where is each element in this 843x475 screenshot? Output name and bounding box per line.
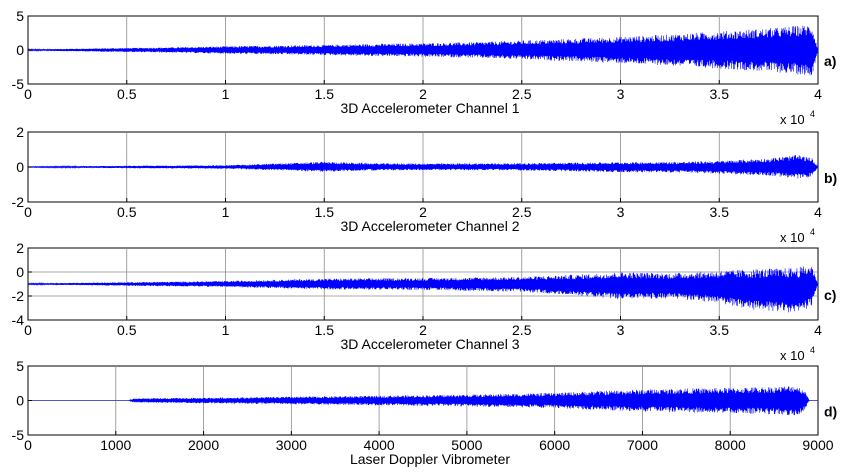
panel-label: b) (824, 170, 837, 186)
x-tick-label: 0 (24, 204, 32, 220)
x-multiplier-exponent: 4 (810, 109, 815, 119)
y-tick-label: 2 (16, 240, 24, 256)
panel-label: a) (824, 53, 836, 69)
x-tick-label: 2 (419, 204, 427, 220)
x-tick-label: 7000 (627, 437, 658, 453)
x-multiplier: x 10 4 (780, 227, 815, 245)
x-tick-label: 3.5 (710, 322, 730, 338)
x-tick-label: 6000 (539, 437, 570, 453)
x-tick-label: 0 (24, 86, 32, 102)
x-tick-label: 3000 (276, 437, 307, 453)
y-tick-labels: -4 -2 0 2 (12, 240, 32, 328)
y-tick-labels: -2 0 2 (12, 124, 32, 210)
y-tick-label: -2 (12, 194, 25, 210)
x-tick-label: 1.5 (315, 86, 335, 102)
x-tick-labels: 0 0.5 1 1.5 2 2.5 3 3.5 4 (24, 80, 822, 102)
x-tick-label: 1.5 (315, 322, 335, 338)
x-tick-labels: 0 0.5 1 1.5 2 2.5 3 3.5 4 (24, 198, 822, 220)
x-tick-label: 1 (222, 322, 230, 338)
y-tick-label: 0 (16, 393, 24, 409)
signal-series (27, 155, 819, 179)
x-tick-labels: 0 0.5 1 1.5 2 2.5 3 3.5 4 (24, 316, 822, 338)
x-tick-label: 1 (222, 204, 230, 220)
x-tick-label: 0 (24, 437, 32, 453)
signal-series (28, 386, 818, 416)
panel-a: 0 0.5 1 1.5 2 2.5 3 3.5 4 -505 3D Accelerometer … (12, 8, 837, 127)
x-tick-label: 4 (814, 204, 822, 220)
x-tick-label: 0.5 (117, 204, 137, 220)
x-tick-label: 5000 (451, 437, 482, 453)
x-tick-label: 2.5 (512, 86, 532, 102)
x-tick-label: 3 (617, 204, 625, 220)
x-tick-label: 2 (419, 86, 427, 102)
x-tick-label: 9000 (802, 437, 833, 453)
x-tick-label: 3.5 (710, 86, 730, 102)
x-tick-label: 2.5 (512, 322, 532, 338)
x-axis-label: 3D Accelerometer Channel 1 (341, 100, 520, 116)
x-multiplier-exponent: 4 (810, 227, 815, 237)
x-tick-label: 1000 (100, 437, 131, 453)
x-tick-label: 3.5 (710, 204, 730, 220)
signal-series (27, 25, 819, 76)
y-tick-labels: -5 0 5 (12, 358, 32, 443)
x-axis-label: 3D Accelerometer Channel 2 (341, 218, 520, 234)
y-tick-label: 0 (16, 42, 24, 58)
x-tick-label: 2000 (188, 437, 219, 453)
y-tick-labels: -5 0 5 (12, 8, 32, 92)
y-tick-label: 0 (16, 264, 24, 280)
y-tick-label: 5 (16, 358, 24, 374)
x-tick-label: 2.5 (512, 204, 532, 220)
x-axis-label: Laser Doppler Vibrometer (350, 451, 510, 467)
y-tick-label: -2 (12, 288, 25, 304)
x-tick-label: 4000 (364, 437, 395, 453)
panel-label: c) (824, 287, 836, 303)
x-axis-label: 3D Accelerometer Channel 3 (341, 336, 520, 352)
x-tick-label: 1.5 (315, 204, 335, 220)
panel-label: d) (824, 404, 837, 420)
x-multiplier-base: x 10 (780, 348, 805, 363)
y-tick-label: -4 (12, 312, 25, 328)
x-tick-label: 3 (617, 322, 625, 338)
x-tick-label: 4 (814, 322, 822, 338)
x-tick-label: 0.5 (117, 86, 137, 102)
y-tick-label: 2 (16, 124, 24, 140)
x-multiplier: x 10 4 (780, 345, 815, 363)
x-tick-label: 4 (814, 86, 822, 102)
x-tick-label: 0 (24, 322, 32, 338)
x-tick-label: 2 (419, 322, 427, 338)
x-multiplier-exponent: 4 (810, 345, 815, 355)
panel-c: 0 0.5 1 1.5 2 2.5 3 3.5 4 -4 -2 0 2 3D Acceleromete… (12, 240, 837, 363)
x-multiplier-base: x 10 (780, 112, 805, 127)
y-tick-label: -5 (12, 427, 25, 443)
y-tick-label: 0 (16, 159, 24, 175)
y-tick-label: -5 (12, 76, 25, 92)
x-tick-label: 1 (222, 86, 230, 102)
x-multiplier: x 10 4 (780, 109, 815, 127)
x-tick-label: 8000 (715, 437, 746, 453)
panel-b: 0 0.5 1 1.5 2 2.5 3 3.5 4 -202 3D Accelerometer … (12, 124, 838, 245)
x-tick-label: 3 (617, 86, 625, 102)
panel-d: 0 1000 2000 3000 4000 5000 6000 7000 8000 9000 -5… (12, 358, 838, 467)
x-tick-labels: 0 1000 2000 3000 4000 5000 6000 7000 8000 9000 (24, 431, 834, 453)
y-tick-label: 5 (16, 8, 24, 24)
x-multiplier-base: x 10 (780, 230, 805, 245)
signal-series (27, 266, 819, 313)
x-tick-label: 0.5 (117, 322, 137, 338)
